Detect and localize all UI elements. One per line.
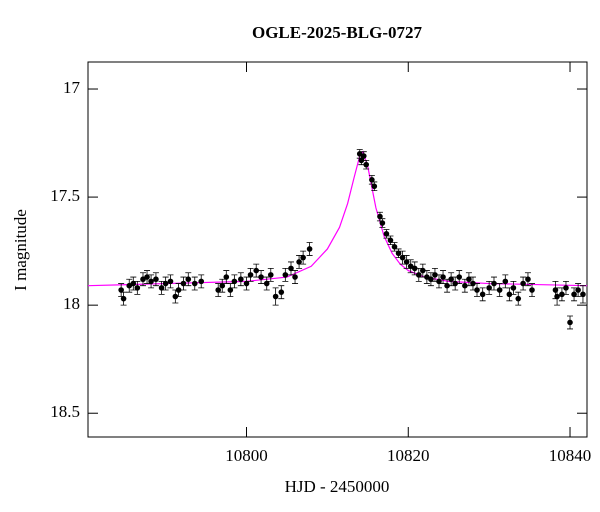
data-point [462, 282, 468, 289]
data-point [191, 280, 198, 287]
data-point [243, 280, 250, 287]
data-point [428, 276, 434, 283]
data-point [502, 278, 509, 285]
data-point [258, 274, 264, 280]
data-point [134, 285, 141, 291]
plot-frame [87, 61, 588, 438]
data-point [198, 278, 205, 285]
data-point [510, 285, 517, 291]
data-point [371, 183, 378, 190]
data-point [525, 276, 531, 283]
data-point [440, 274, 446, 280]
data-point [369, 176, 375, 183]
data-point [383, 231, 390, 237]
y-tick-label: 17 [63, 78, 81, 97]
data-point [479, 291, 486, 298]
data-point [120, 295, 127, 302]
data-point [162, 280, 169, 287]
y-axis-label: I magnitude [11, 209, 30, 291]
data-point [158, 285, 165, 291]
data-point [554, 293, 560, 300]
data-point [496, 287, 503, 293]
y-tick-label: 18.5 [50, 402, 80, 421]
data-point [180, 280, 187, 287]
data-point [520, 280, 526, 287]
data-point [175, 287, 182, 293]
data-point [411, 265, 418, 272]
data-point [563, 285, 569, 291]
data-point [278, 289, 285, 295]
model-curve [87, 150, 588, 287]
data-point [452, 280, 458, 287]
data-point [395, 250, 402, 257]
data-point [148, 278, 154, 285]
data-point [403, 259, 410, 265]
data-point [272, 293, 279, 300]
data-point [292, 274, 298, 280]
data-point [172, 293, 179, 300]
data-point [466, 276, 472, 283]
data-point [559, 291, 565, 298]
data-point [415, 272, 422, 278]
data-point [223, 274, 230, 280]
data-point [491, 280, 497, 287]
data-point [167, 278, 174, 285]
data-point [118, 287, 124, 293]
data-point [360, 153, 367, 159]
data-point [377, 213, 383, 220]
data-point [282, 272, 289, 278]
x-tick-label: 10820 [387, 446, 430, 465]
data-point [391, 243, 398, 250]
x-tick-label: 10840 [549, 446, 592, 465]
data-point [529, 287, 535, 293]
data-point [456, 274, 463, 280]
data-point [238, 276, 244, 283]
data-point [227, 287, 234, 293]
data-point [432, 272, 438, 278]
data-point [506, 291, 513, 298]
data-point [399, 254, 406, 261]
data-point [444, 282, 450, 289]
data-point [575, 287, 581, 293]
data-point [448, 276, 454, 283]
data-point [306, 246, 313, 252]
data-point [253, 267, 260, 274]
x-tick-label: 10800 [225, 446, 268, 465]
x-axis-label: HJD - 2450000 [285, 477, 390, 496]
data-point [144, 274, 150, 280]
data-point [387, 237, 394, 244]
data-point [219, 282, 226, 289]
data-point [231, 278, 238, 285]
y-tick-label: 17.5 [50, 186, 80, 205]
data-point [470, 280, 476, 287]
chart-title: OGLE-2025-BLG-0727 [252, 23, 423, 42]
data-point [296, 259, 302, 265]
data-point [436, 278, 442, 285]
data-point [185, 276, 192, 283]
data-point [215, 287, 222, 293]
data-point [486, 285, 492, 291]
data-point [263, 280, 270, 287]
data-point [420, 267, 426, 274]
data-point [153, 276, 159, 283]
data-point [515, 295, 522, 302]
data-point [130, 280, 137, 287]
data-point [379, 220, 386, 226]
data-point [474, 287, 480, 293]
data-point [363, 161, 370, 168]
data-point [571, 291, 577, 298]
data-point [567, 319, 573, 326]
y-tick-label: 18 [63, 294, 80, 313]
data-point [288, 265, 294, 272]
data-point [267, 272, 274, 278]
data-point [580, 291, 586, 298]
data-point [300, 254, 306, 261]
data-point [247, 272, 254, 278]
